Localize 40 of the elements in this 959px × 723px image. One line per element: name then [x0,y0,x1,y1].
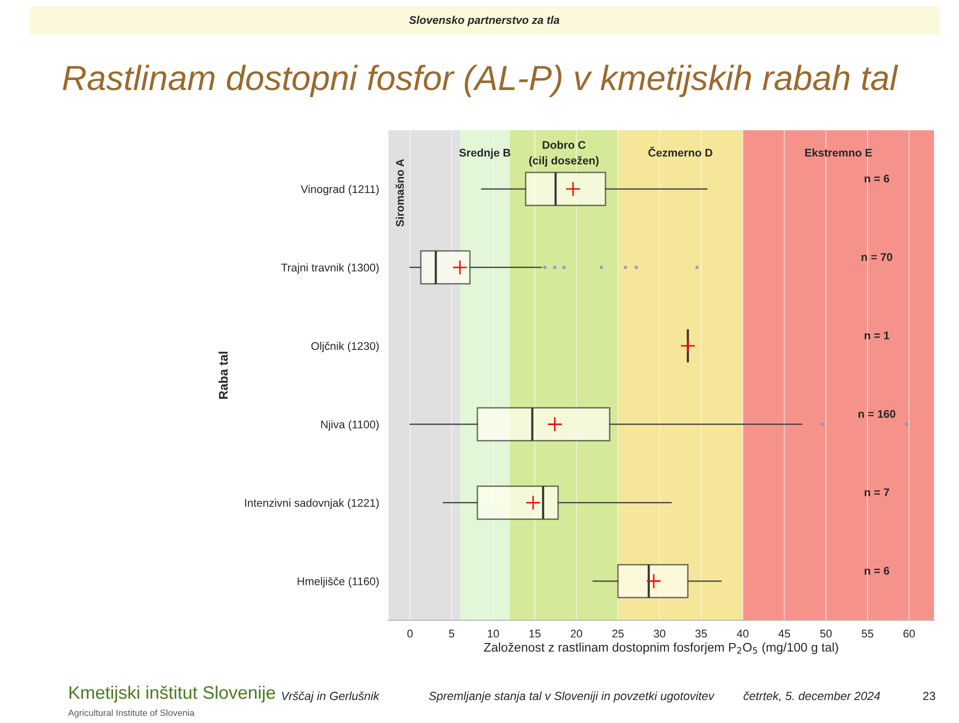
x-tick-label: 55 [862,630,874,638]
x-tick-label: 35 [695,630,707,638]
x-tick-label: 10 [488,630,499,638]
text: Agricultural Institute of Slovenia [68,709,195,718]
text: četrtek, 5. december 2024 [744,691,880,702]
annotation: n = 7 [864,488,890,496]
x-tick-label: 45 [778,630,790,638]
x-tick-label: 25 [612,630,624,638]
text: Kmetijski inštitut Slovenije [70,686,276,703]
x-axis-title: Založenost z rastlinam dostopnim fosforjem P$_{2}$O$_{5}$ (mg/100 g tal) [484,642,838,654]
y-tick-label: Oljčnik (1230) [311,342,379,352]
x-tick-label: 15 [529,630,541,638]
y-tick-label: Hmeljišče (1160) [298,577,379,588]
text: Spremljanje stanja tal v Sloveniji in povzetki ugotovitev [429,691,715,702]
y-tick-label: Njiva (1100) [321,420,379,431]
x-tick-label: 5 [448,630,454,638]
x-tick-label: 50 [820,630,832,638]
annotation: n = 70 [862,253,892,261]
x-tick-label: 60 [903,630,915,638]
y-axis-title: Raba tal [218,352,228,399]
annotation: n = 6 [864,174,890,183]
band-label: Čezmerno D [648,146,712,157]
band-label: Ekstremno E [805,148,872,157]
y-tick-label: Trajni travnik (1300) [281,263,379,274]
y-tick-label: Vinograd (1211) [300,184,379,196]
text: Vrščaj in Gerlušnik [282,691,380,702]
chart-title: Rastlinam dostopni fosfor (AL-P) v kmetijskih rabah tal [62,64,898,98]
band-label: Siromašno A [395,159,404,227]
band-label: Srednje B [459,148,510,159]
x-tick-label: 0 [407,630,413,638]
annotation: n = 6 [864,566,890,575]
x-tick-label: 30 [654,630,666,638]
annotation: n = 160 [858,410,896,418]
x-tick-label: 40 [736,630,748,638]
text: Slovensko partnerstvo za tla [409,16,560,26]
x-tick-label: 20 [570,630,582,638]
annotation: n = 1 [864,332,890,340]
y-tick-label: Intenzivni sadovnjak (1221) [245,498,379,510]
band-label: Dobro C (cilj dosežen) [529,140,599,167]
text: 23 [923,692,936,700]
